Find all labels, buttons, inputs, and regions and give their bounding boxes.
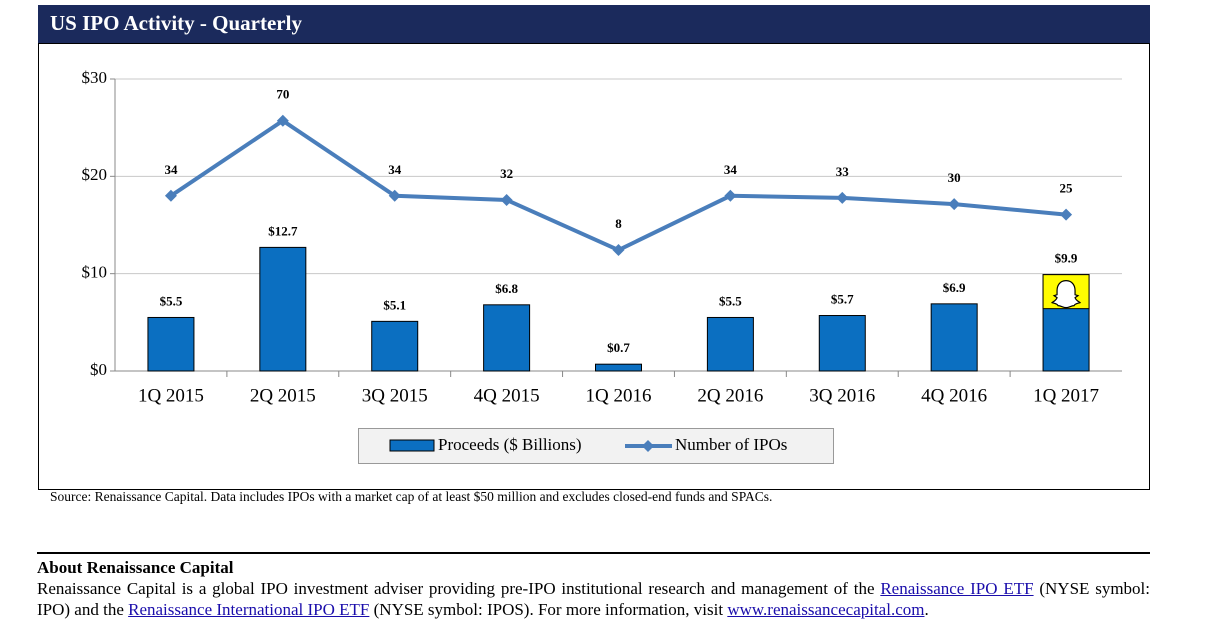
line-value-label: 34: [388, 162, 402, 177]
line-value-label: 33: [836, 164, 850, 179]
bar-value-label: $5.5: [160, 293, 183, 308]
legend-marker: [642, 440, 654, 452]
about-heading: About Renaissance Capital: [37, 558, 234, 577]
line-value-label: 34: [164, 162, 178, 177]
bar-value-label: $5.7: [831, 292, 854, 307]
text: .: [924, 600, 929, 619]
bar: [930, 303, 978, 372]
line-marker: [164, 189, 177, 202]
legend-label: Proceeds ($ Billions): [438, 435, 582, 454]
line-marker: [500, 193, 513, 206]
about-text: Renaissance Capital is a global IPO inve…: [37, 578, 1150, 620]
bar-value-label: $0.7: [607, 340, 630, 355]
line-marker: [1060, 208, 1073, 221]
bar: [706, 316, 754, 372]
bar: [595, 363, 642, 372]
line-value-label: 32: [500, 166, 513, 181]
x-tick-label: 3Q 2016: [809, 385, 875, 406]
bar-value-label: $9.9: [1055, 251, 1078, 266]
text: (NYSE symbol: IPOS). For more informatio…: [369, 600, 728, 619]
line-value-label: 70: [276, 87, 289, 102]
x-tick-label: 1Q 2015: [138, 385, 204, 406]
line-marker: [836, 191, 849, 204]
line-value-label: 8: [615, 216, 622, 231]
bar-value-label: $5.5: [719, 293, 742, 308]
legend-label: Number of IPOs: [675, 435, 787, 454]
legend-swatch: [389, 439, 435, 452]
line-marker: [724, 189, 737, 202]
line-marker: [612, 244, 625, 257]
y-tick-label: $10: [82, 263, 108, 282]
link[interactable]: Renaissance IPO ETF: [880, 579, 1034, 598]
source-note: Source: Renaissance Capital. Data includ…: [50, 489, 772, 504]
x-tick-label: 2Q 2016: [697, 385, 763, 406]
chart: US IPO Activity - Quarterly Source: Rena…: [38, 5, 1150, 504]
line-marker: [388, 189, 401, 202]
chart-title: US IPO Activity - Quarterly: [50, 11, 302, 35]
bar: [483, 304, 531, 372]
line-value-label: 30: [948, 170, 961, 185]
y-tick-label: $20: [82, 165, 108, 184]
x-tick-label: 4Q 2015: [474, 385, 540, 406]
x-tick-label: 3Q 2015: [362, 385, 428, 406]
legend: [358, 428, 834, 464]
line-marker: [276, 114, 289, 127]
y-tick-label: $30: [82, 68, 108, 87]
line-value-label: 34: [724, 162, 738, 177]
bar: [147, 316, 195, 372]
chart-frame: [38, 43, 1150, 490]
bar-value-label: $5.1: [383, 297, 406, 312]
x-tick-label: 4Q 2016: [921, 385, 987, 406]
x-tick-label: 1Q 2017: [1033, 385, 1099, 406]
x-tick-label: 1Q 2016: [586, 385, 652, 406]
line-value-label: 25: [1060, 181, 1074, 196]
line-marker: [948, 198, 961, 211]
bar: [371, 320, 419, 372]
bar-value-label: $6.8: [495, 281, 518, 296]
text: (NYSE symbol: IPO) and the: [37, 579, 1150, 619]
link[interactable]: Renaissance International IPO ETF: [128, 600, 370, 619]
bar-value-label: $12.7: [268, 223, 298, 238]
about-section: About Renaissance Capital Renaissance Ca…: [37, 552, 1150, 620]
x-tick-label: 2Q 2015: [250, 385, 316, 406]
bar-value-label: $6.9: [943, 280, 966, 295]
y-tick-label: $0: [90, 360, 107, 379]
snap-ghost: [1050, 280, 1082, 309]
bar: [818, 315, 866, 372]
link[interactable]: www.renaissancecapital.com: [727, 600, 925, 619]
bar: [259, 246, 307, 372]
title-bar: [38, 5, 1150, 43]
text: Renaissance Capital is a global IPO inve…: [37, 579, 881, 598]
